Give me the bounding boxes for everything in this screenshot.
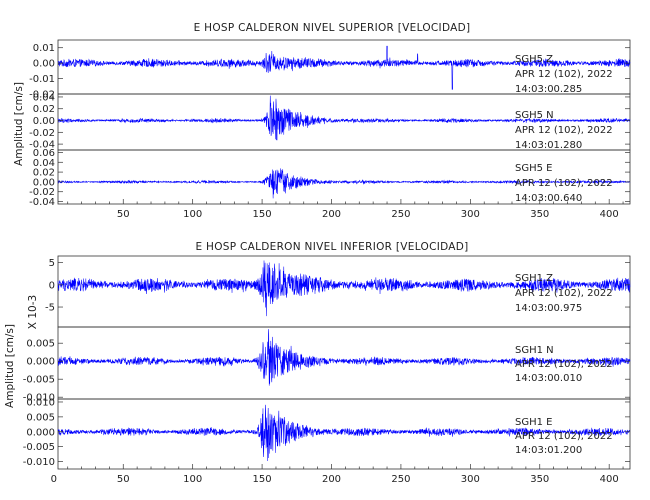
x-tick-label: 350 — [530, 474, 549, 485]
x-tick-label: 150 — [253, 474, 272, 485]
y-tick-label: 0.04 — [33, 92, 55, 103]
chart-upper-title: E HOSP CALDERON NIVEL SUPERIOR [VELOCIDA… — [194, 22, 471, 34]
y-tick-label: -0.02 — [29, 128, 55, 139]
y-tick-label: 0.000 — [26, 357, 55, 368]
trace-sgh5-z-date: APR 12 (102), 2022 — [515, 69, 613, 80]
trace-sgh5-n-waveform — [57, 95, 631, 141]
x-tick-label: 300 — [461, 209, 480, 220]
trace-sgh1-z-time: 14:03:00.975 — [515, 303, 582, 314]
x-tick-label: 100 — [183, 209, 202, 220]
chart-upper-x-axis: 50 100 150 200 250 300 350 400 — [67, 199, 624, 220]
x-tick-label: 300 — [461, 474, 480, 485]
trace-sgh5-n-time: 14:03:01.280 — [515, 140, 582, 151]
trace-sgh1-z-date: APR 12 (102), 2022 — [515, 288, 613, 299]
chart-lower-x-axis: 0 50 100 150 200 250 300 350 400 — [51, 464, 624, 485]
trace-sgh5-e-frame — [57, 149, 631, 205]
chart-lower-scale-label: X 10-3 — [27, 295, 39, 329]
trace-sgh5-e-y-axis: 0.060.040.020.00-0.02-0.04 — [29, 148, 630, 208]
y-tick-label: -0.02 — [29, 187, 55, 198]
trace-sgh5-e: 0.060.040.020.00-0.02-0.04 SGH5 E APR 12… — [29, 148, 631, 208]
trace-sgh1-n: 0.005 0.000 -0.005 -0.010 SGH1 N APR 12 (10… — [23, 326, 631, 404]
y-tick-label: -0.005 — [23, 442, 55, 453]
x-tick-label: 200 — [322, 474, 341, 485]
x-tick-label: 0 — [51, 474, 57, 485]
trace-sgh5-e-date: APR 12 (102), 2022 — [515, 178, 613, 189]
y-tick-label: 0.04 — [33, 158, 55, 169]
chart-upper-ylabel: Amplitud [cm/s] — [13, 82, 25, 166]
trace-sgh5-n-y-axis: 0.040.020.00-0.02-0.04 — [29, 92, 630, 151]
x-tick-label: 350 — [530, 209, 549, 220]
chart-lower: E HOSP CALDERON NIVEL INFERIOR [VELOCIDA… — [4, 241, 631, 485]
trace-sgh5-z-time: 14:03:00.285 — [515, 84, 582, 95]
trace-sgh1-z-waveform — [57, 260, 631, 317]
trace-sgh1-e-date: APR 12 (102), 2022 — [515, 431, 613, 442]
trace-sgh1-n-date: APR 12 (102), 2022 — [515, 359, 613, 370]
y-tick-label: 0.01 — [33, 43, 55, 54]
y-tick-label: -0.01 — [29, 74, 55, 85]
trace-sgh1-e: 0.010 0.005 0.000 -0.005 -0.010 SGH1 E APR 1… — [23, 397, 631, 470]
trace-sgh1-n-waveform — [57, 329, 631, 386]
chart-upper: E HOSP CALDERON NIVEL SUPERIOR [VELOCIDA… — [13, 22, 631, 220]
trace-sgh5-n-date: APR 12 (102), 2022 — [515, 125, 613, 136]
x-tick-label: 250 — [391, 474, 410, 485]
trace-sgh5-z: 0.01 0.00 -0.01 -0.02 SGH5 Z APR 12 (102), … — [29, 39, 631, 101]
trace-sgh5-e-station: SGH5 E — [515, 163, 552, 174]
x-tick-label: 50 — [117, 474, 130, 485]
x-tick-label: 400 — [600, 209, 619, 220]
trace-sgh1-e-frame — [57, 398, 631, 470]
trace-sgh1-e-time: 14:03:01.200 — [515, 445, 582, 456]
y-tick-label: -5 — [45, 303, 55, 314]
x-tick-label: 150 — [253, 209, 272, 220]
y-tick-label: 0.02 — [33, 104, 55, 115]
x-tick-label: 250 — [391, 209, 410, 220]
y-tick-label: 0.005 — [26, 339, 55, 350]
trace-sgh1-e-waveform — [57, 404, 631, 461]
trace-sgh1-z-station: SGH1 Z — [515, 273, 553, 284]
y-tick-label: -0.010 — [23, 457, 55, 468]
x-tick-label: 200 — [322, 209, 341, 220]
y-tick-label: 0.00 — [33, 59, 55, 70]
y-tick-label: 0.00 — [33, 177, 55, 188]
x-tick-label: 50 — [117, 209, 130, 220]
y-tick-label: 0.010 — [26, 397, 55, 408]
trace-sgh1-e-station: SGH1 E — [515, 417, 552, 428]
trace-sgh5-n-station: SGH5 N — [515, 110, 554, 121]
y-tick-label: -0.02 — [29, 90, 55, 101]
trace-sgh1-n-station: SGH1 N — [515, 345, 554, 356]
trace-sgh5-e-time: 14:03:00.640 — [515, 193, 582, 204]
x-tick-label: 400 — [600, 474, 619, 485]
chart-lower-ylabel: Amplitud [cm/s] — [4, 324, 16, 408]
trace-sgh1-z-y-axis: 5 0 -5 — [45, 258, 630, 314]
trace-sgh1-e-y-axis: 0.010 0.005 0.000 -0.005 -0.010 — [23, 397, 630, 468]
y-tick-label: 0.06 — [33, 148, 55, 159]
trace-sgh5-n: 0.040.020.00-0.02-0.04 SGH5 N APR 12 (10… — [29, 92, 631, 151]
trace-sgh1-z: 5 0 -5 SGH1 Z APR 12 (102), 2022 14:03:00.… — [45, 255, 631, 328]
y-tick-label: 0.02 — [33, 168, 55, 179]
x-tick-label: 100 — [183, 474, 202, 485]
trace-sgh5-z-waveform — [57, 45, 631, 90]
trace-sgh1-n-y-axis: 0.005 0.000 -0.005 -0.010 — [23, 339, 630, 404]
chart-lower-title: E HOSP CALDERON NIVEL INFERIOR [VELOCIDA… — [195, 241, 468, 253]
y-tick-label: 0.00 — [33, 116, 55, 127]
y-tick-label: -0.04 — [29, 197, 55, 208]
y-tick-label: 0 — [49, 280, 55, 291]
y-tick-label: -0.04 — [29, 140, 55, 151]
y-tick-label: 5 — [49, 258, 55, 269]
trace-sgh5-z-station: SGH5 Z — [515, 54, 553, 65]
y-tick-label: -0.010 — [23, 393, 55, 404]
y-tick-label: 0.000 — [26, 427, 55, 438]
trace-sgh1-n-time: 14:03:00.010 — [515, 373, 582, 384]
y-tick-label: -0.005 — [23, 375, 55, 386]
y-tick-label: 0.005 — [26, 412, 55, 423]
trace-sgh5-e-waveform — [57, 168, 631, 199]
